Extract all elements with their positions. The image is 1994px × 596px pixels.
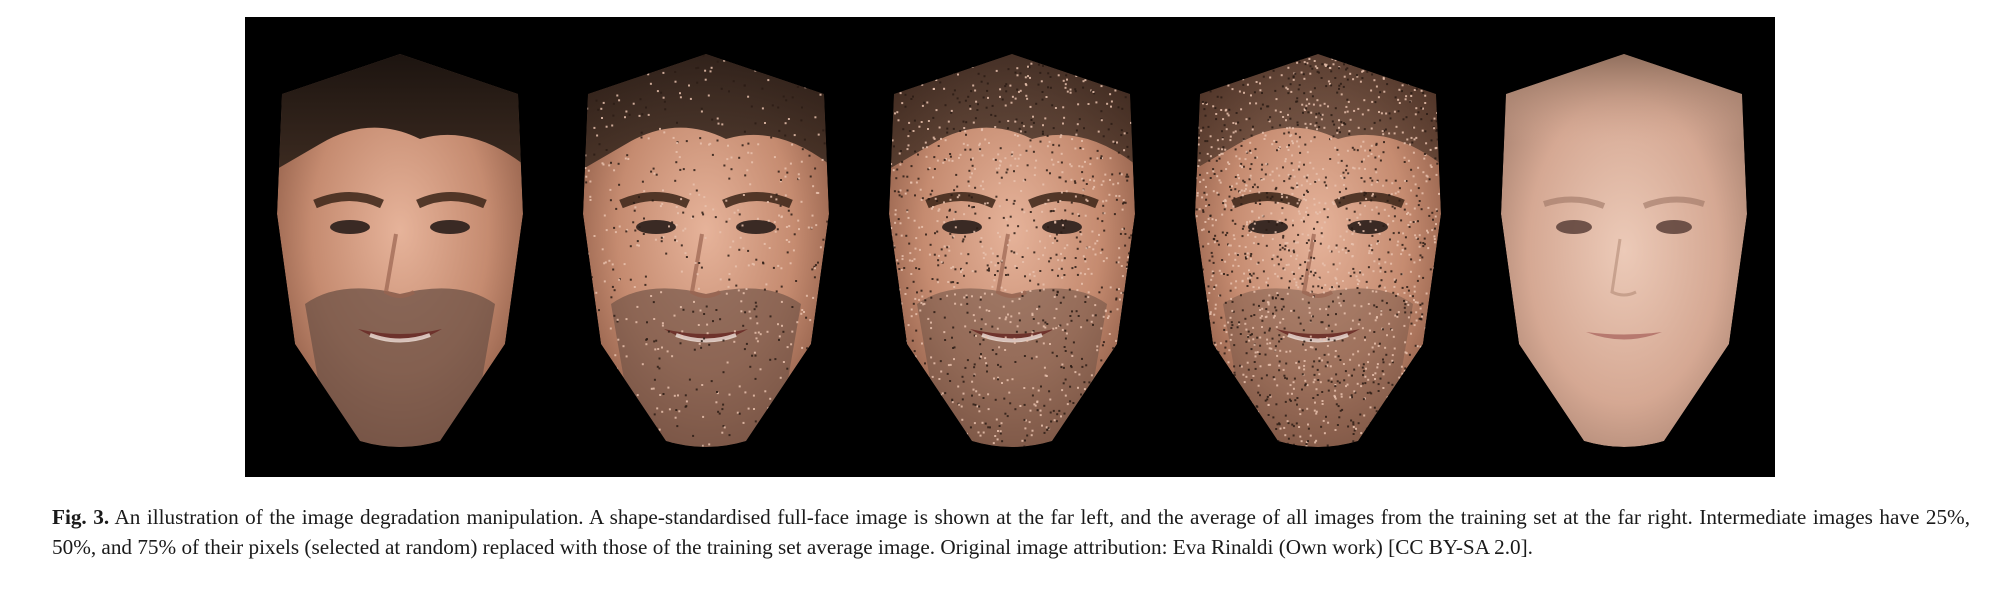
figure-caption: Fig. 3. An illustration of the image deg… (52, 502, 1970, 562)
face-panel-degraded-25 (583, 54, 829, 447)
figure-label: Fig. 3. (52, 505, 110, 529)
face-panel-degraded-75 (1195, 54, 1441, 447)
figure-image (245, 17, 1775, 477)
face-panel-original (277, 54, 523, 447)
caption-text: An illustration of the image degradation… (52, 505, 1970, 559)
face-panel-training-average (1501, 54, 1747, 447)
face-panel-degraded-50 (889, 54, 1135, 447)
face-sequence-illustration (277, 54, 1747, 447)
